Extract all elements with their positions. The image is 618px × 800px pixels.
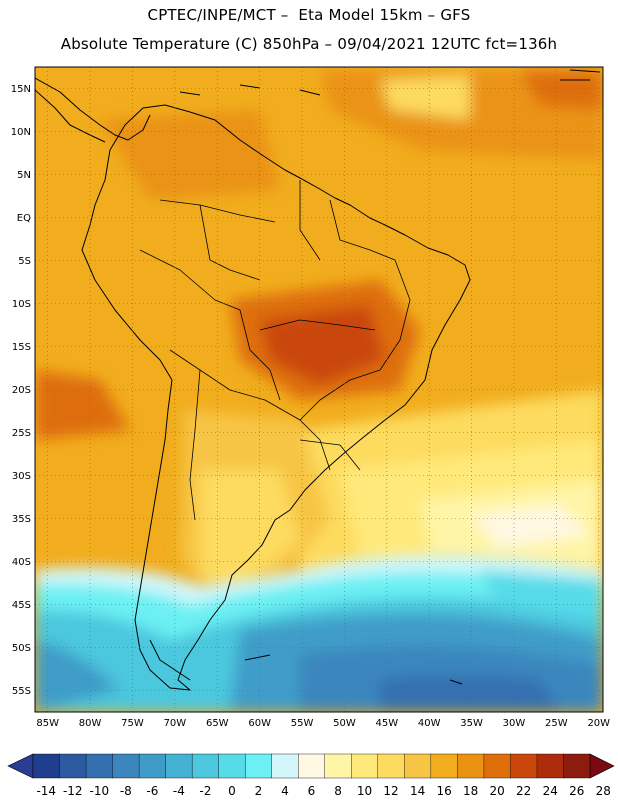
lon-label: 50W (333, 718, 356, 729)
lat-label: 55S (12, 686, 31, 697)
colorbar: -14 -12 -10 -8 -6 -4 -2 0 2 4 6 8 10 12 14 16 18 20 22 24 26… (7, 753, 615, 798)
map-frame (34, 66, 604, 713)
colorbar-tick-label: 28 (596, 784, 611, 798)
field-band-62 (480, 570, 603, 620)
lat-label: 20S (12, 385, 31, 396)
colorbar-tick-label: 16 (436, 784, 451, 798)
lon-label: 60W (248, 718, 271, 729)
field-band-60 (35, 640, 120, 712)
coastlines (35, 69, 601, 691)
caribbean-islands (179, 69, 601, 96)
colorbar-swatch (138, 753, 167, 779)
colorbar-swatch (536, 753, 564, 779)
field-band-58 (380, 675, 560, 712)
colorbar-under-arrow (7, 753, 34, 779)
lat-label: 45S (12, 600, 31, 611)
lon-label: 65W (206, 718, 229, 729)
colorbar-tick-label: -14 (36, 784, 56, 798)
colorbar-tick-label: 22 (516, 784, 531, 798)
lon-label: 40W (418, 718, 441, 729)
lon-label: 45W (376, 718, 399, 729)
colorbar-tick-label: 18 (463, 784, 478, 798)
lon-label: 75W (121, 718, 144, 729)
colorbar-swatch (563, 753, 591, 779)
colorbar-tick-label: -12 (63, 784, 83, 798)
chart-title-line-2: Absolute Temperature (C) 850hPa – 09/04/… (60, 35, 558, 53)
colorbar-swatch (324, 753, 352, 779)
lon-label: 25W (545, 718, 568, 729)
south-america-coastline (81, 104, 471, 691)
lat-label: 30S (12, 471, 31, 482)
lat-label: 5S (18, 256, 31, 267)
field-band-36 (260, 305, 385, 385)
lat-label: 50S (12, 643, 31, 654)
colorbar-tick-label: 6 (308, 784, 316, 798)
colorbar-tick-label: 2 (255, 784, 263, 798)
colorbar-over-arrow (589, 753, 615, 779)
lat-label: EQ (17, 213, 31, 224)
field-band-44 (35, 370, 130, 440)
colorbar-tick-label: 4 (281, 784, 289, 798)
country-borders (139, 180, 411, 521)
lon-label: 55W (291, 718, 314, 729)
colorbar-tick-label: 10 (357, 784, 372, 798)
central-america-coastline-north (35, 89, 106, 143)
colorbar-tick-label: 12 (383, 784, 398, 798)
lat-label: 10S (12, 299, 31, 310)
colorbar-tick-label: -10 (90, 784, 110, 798)
colorbar-swatch (483, 753, 511, 779)
colorbar-swatch (404, 753, 432, 779)
colorbar-swatch (244, 753, 273, 779)
lat-label: 40S (12, 557, 31, 568)
colorbar-tick-label: 24 (543, 784, 558, 798)
lat-label: 35S (12, 514, 31, 525)
lon-label: 30W (503, 718, 526, 729)
lon-label: 20W (587, 718, 610, 729)
colorbar-swatch (271, 753, 299, 779)
colorbar-tick-label: -4 (173, 784, 185, 798)
field-band-38 (100, 110, 280, 200)
colorbar-swatch (32, 753, 61, 779)
colorbar-swatch (112, 753, 140, 779)
colorbar-swatch (218, 753, 246, 779)
central-america-coastline (35, 77, 151, 141)
colorbar-swatch (377, 753, 405, 779)
chart-title-line-1: CPTEC/INPE/MCT – Eta Model 15km – GFS (147, 6, 471, 24)
field-band-32 (200, 470, 300, 590)
lat-label: 15N (11, 84, 31, 95)
graticule (35, 67, 603, 712)
colorbar-swatch (510, 753, 538, 779)
lat-label: 10N (11, 127, 31, 138)
colorbar-tick-label: 20 (490, 784, 505, 798)
colorbar-swatch (191, 753, 220, 779)
colorbar-swatch (85, 753, 114, 779)
longitude-labels: 85W 80W 75W 70W 65W 60W 55W 50W 45W 40W 35W 30W 25W 2… (36, 718, 610, 729)
field-band-28 (470, 505, 590, 548)
colorbar-swatch (298, 753, 326, 779)
lat-label: 15S (12, 342, 31, 353)
lat-label: 5N (17, 170, 31, 181)
colorbar-tick-label: 26 (569, 784, 584, 798)
lat-label: 25S (12, 428, 31, 439)
lon-label: 35W (460, 718, 483, 729)
colorbar-swatch (430, 753, 458, 779)
lon-label: 85W (36, 718, 59, 729)
lon-label: 80W (79, 718, 102, 729)
colorbar-tick-label: 8 (334, 784, 342, 798)
colorbar-tick-label: 14 (410, 784, 425, 798)
colorbar-swatch (351, 753, 379, 779)
colorbar-swatch (165, 753, 193, 779)
lon-label: 70W (164, 718, 187, 729)
field-band-46 (380, 75, 470, 120)
colorbar-swatch (59, 753, 87, 779)
colorbar-swatch (457, 753, 485, 779)
islands-south (149, 639, 463, 685)
colorbar-tick-label: -6 (146, 784, 158, 798)
colorbar-tick-label: -8 (120, 784, 132, 798)
colorbar-tick-label: 0 (228, 784, 236, 798)
colorbar-tick-label: -2 (199, 784, 211, 798)
latitude-labels: 15N 10N 5N EQ 5S 10S 15S 20S 25S 30S 35S 40S 45S 50S 5… (11, 84, 31, 697)
